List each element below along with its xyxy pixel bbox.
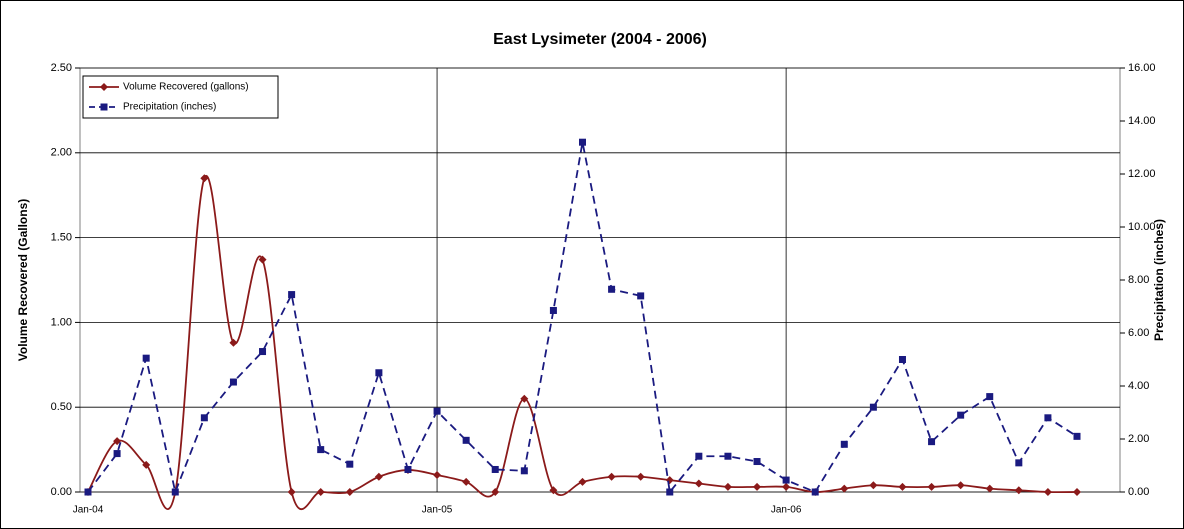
point	[142, 354, 150, 362]
point	[753, 458, 761, 466]
y2-tick-label: 8.00	[1128, 274, 1149, 286]
y-tick-label: 0.50	[51, 401, 72, 413]
point	[433, 407, 441, 415]
point	[491, 465, 499, 473]
point	[608, 285, 616, 293]
y-tick-label: 1.50	[51, 232, 72, 244]
point	[1014, 486, 1023, 495]
y2-axis-title: Precipitation (inches)	[1152, 219, 1166, 341]
point	[840, 484, 849, 493]
plot-area	[79, 67, 1121, 493]
point	[229, 338, 238, 347]
point	[549, 306, 557, 314]
point	[520, 467, 528, 475]
point	[84, 488, 92, 496]
y2-tick-label: 2.00	[1128, 433, 1149, 445]
point	[986, 393, 994, 401]
point	[579, 138, 586, 146]
point	[433, 471, 442, 480]
point	[317, 446, 325, 454]
y2-tick-label: 6.00	[1128, 327, 1149, 339]
point	[113, 437, 122, 446]
point	[200, 414, 208, 422]
point	[723, 482, 732, 491]
point	[374, 472, 383, 481]
legend-label: Precipitation (inches)	[123, 102, 216, 113]
point	[782, 482, 791, 491]
series-line	[87, 174, 1078, 511]
point	[956, 481, 965, 490]
point	[520, 394, 529, 403]
legend-label: Volume Recovered (gallons)	[123, 82, 249, 93]
point	[578, 477, 587, 486]
point	[258, 255, 267, 264]
point	[462, 436, 470, 444]
y2-tick-label: 16.00	[1128, 62, 1156, 74]
x-tick-label: Jan-05	[422, 505, 453, 516]
point	[928, 438, 936, 446]
point	[1015, 459, 1023, 467]
point	[636, 472, 645, 481]
point	[171, 488, 179, 496]
x-tick-label: Jan-04	[73, 505, 104, 516]
x-tick-label: Jan-06	[771, 505, 802, 516]
legend-marker	[100, 83, 108, 91]
point	[1073, 488, 1081, 496]
point	[753, 482, 762, 491]
chart-title: East Lysimeter (2004 - 2006)	[493, 31, 707, 48]
point	[694, 479, 703, 488]
point	[666, 488, 674, 496]
point	[287, 488, 296, 496]
point	[345, 488, 354, 496]
y2-tick-label: 4.00	[1128, 380, 1149, 392]
y2-tick-label: 10.00	[1128, 221, 1156, 233]
y-tick-label: 2.50	[51, 62, 72, 74]
point	[724, 452, 732, 460]
legend-marker	[100, 103, 108, 111]
point	[811, 488, 819, 496]
point	[375, 369, 383, 377]
point	[113, 450, 121, 458]
point	[549, 486, 558, 495]
point	[404, 465, 412, 473]
point	[1043, 488, 1052, 496]
y2-tick-label: 0.00	[1128, 486, 1149, 498]
point	[782, 476, 790, 484]
point	[985, 484, 994, 493]
point	[869, 481, 878, 490]
point	[229, 378, 237, 386]
point	[346, 460, 354, 468]
y-axis-title: Volume Recovered (Gallons)	[16, 199, 30, 362]
y-tick-label: 1.00	[51, 316, 72, 328]
point	[637, 292, 645, 300]
point	[1044, 414, 1052, 422]
y-tick-label: 0.00	[51, 486, 72, 498]
legend-box	[82, 75, 279, 119]
point	[462, 477, 471, 486]
point	[491, 488, 500, 496]
y2-tick-label: 12.00	[1128, 168, 1156, 180]
series-line	[87, 142, 1078, 496]
point	[898, 356, 906, 363]
point	[142, 460, 151, 469]
point	[840, 440, 848, 448]
point	[200, 174, 209, 183]
point	[1073, 432, 1081, 440]
point	[957, 411, 965, 419]
point	[607, 472, 616, 481]
point	[316, 488, 325, 496]
point	[869, 403, 877, 411]
point	[695, 452, 703, 460]
point	[259, 348, 267, 356]
point	[898, 482, 907, 491]
y2-tick-label: 14.00	[1128, 115, 1156, 127]
y-tick-label: 2.00	[51, 147, 72, 159]
point	[288, 291, 296, 299]
point	[927, 482, 936, 491]
